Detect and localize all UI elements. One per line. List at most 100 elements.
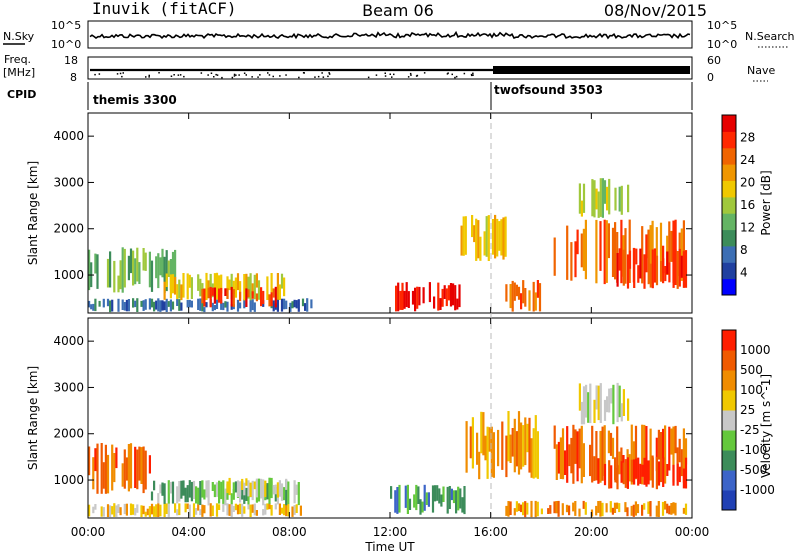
data-cell xyxy=(96,254,99,289)
data-cell xyxy=(167,301,170,307)
data-cell xyxy=(195,508,198,515)
data-cell xyxy=(215,272,219,300)
data-cell xyxy=(92,506,95,514)
freq-dot xyxy=(200,72,203,74)
data-cell xyxy=(608,388,611,413)
data-cell xyxy=(530,438,533,478)
freq-dot xyxy=(302,72,305,74)
data-cell xyxy=(664,425,667,484)
y-tick-label: 2000 xyxy=(53,222,84,236)
data-cell xyxy=(405,282,408,307)
data-cell xyxy=(580,425,583,484)
data-cell xyxy=(163,483,166,504)
data-cell xyxy=(627,398,630,421)
freq-label-2: [MHz] xyxy=(3,66,35,79)
data-cell xyxy=(576,431,579,482)
x-tick-label: 00:00 xyxy=(675,525,710,539)
data-cell xyxy=(159,484,162,494)
data-cell xyxy=(247,276,250,299)
freq-dot xyxy=(471,74,473,77)
freq-dot xyxy=(367,76,370,79)
data-cell xyxy=(201,504,204,517)
data-cell xyxy=(469,426,472,459)
data-cell xyxy=(291,506,294,517)
data-cell xyxy=(584,502,587,515)
data-cell xyxy=(136,247,139,282)
data-cell xyxy=(297,299,300,312)
data-cell xyxy=(251,283,254,296)
data-cell xyxy=(483,231,486,256)
data-cell xyxy=(570,437,573,474)
colorbar-tick-label: 8 xyxy=(740,243,748,257)
freq-dot xyxy=(158,72,160,74)
data-cell xyxy=(88,446,91,476)
data-cell xyxy=(119,507,122,516)
data-cell xyxy=(111,444,114,491)
data-cell xyxy=(413,494,416,508)
data-cell xyxy=(186,300,189,308)
data-cell xyxy=(142,248,145,271)
data-cell xyxy=(532,281,535,312)
data-cell xyxy=(106,298,110,307)
data-cell xyxy=(605,220,608,283)
data-cell xyxy=(614,222,617,280)
data-cell xyxy=(293,480,296,504)
freq-dot xyxy=(407,76,410,78)
data-cell xyxy=(614,467,617,483)
nave-tick-bottom: 0 xyxy=(707,71,714,84)
data-cell xyxy=(148,251,151,288)
data-cell xyxy=(653,248,656,283)
data-cell xyxy=(397,282,400,312)
freq-dot xyxy=(98,73,101,75)
data-cell xyxy=(184,487,187,503)
data-cell xyxy=(618,248,621,271)
data-cell xyxy=(553,425,556,449)
data-cell xyxy=(232,482,235,493)
data-cell xyxy=(634,501,637,516)
data-cell xyxy=(407,291,410,308)
power-colorbar: 28 24 20 16 12 8 4 xyxy=(721,114,755,296)
data-cell xyxy=(260,287,263,307)
data-cell xyxy=(247,491,250,505)
data-cell xyxy=(262,479,265,498)
data-cell xyxy=(682,251,685,288)
data-cell xyxy=(127,444,130,492)
data-cell xyxy=(582,500,585,509)
data-cell xyxy=(643,424,646,467)
data-cell xyxy=(142,505,145,515)
velocity-cbar-label: Velocity [m s^-1] xyxy=(759,374,773,478)
freq-dots xyxy=(94,72,474,79)
data-cell xyxy=(209,503,212,517)
data-cell xyxy=(447,285,450,301)
velocity-panel: 1000 2000 3000 4000 Slant Range [km] 1000 50… xyxy=(26,317,775,519)
data-cell xyxy=(515,284,518,297)
data-cell xyxy=(620,447,623,474)
x-axis-label: Time UT xyxy=(364,540,415,554)
data-cell xyxy=(664,501,667,510)
data-cell xyxy=(674,249,677,285)
data-cell xyxy=(182,273,185,298)
data-cell xyxy=(171,251,175,289)
data-cell xyxy=(455,490,458,514)
data-cell xyxy=(178,279,181,299)
data-cell xyxy=(480,411,483,454)
velocity-colorbar: 1000 500 100 25 -25 -100 -500 -1000 xyxy=(721,329,775,511)
data-cell xyxy=(603,399,607,421)
colorbar-swatch xyxy=(722,390,736,411)
data-cell xyxy=(626,254,630,289)
data-cell xyxy=(228,504,231,516)
data-cell xyxy=(203,505,206,514)
data-cell xyxy=(507,411,510,462)
data-cell xyxy=(104,444,107,494)
data-cell xyxy=(633,248,636,288)
data-cell xyxy=(205,272,208,300)
y-tick-label: 3000 xyxy=(53,380,84,394)
noise-left-tick-top: 10^5 xyxy=(51,19,81,32)
data-cell xyxy=(163,281,166,300)
freq-dot xyxy=(472,72,474,75)
data-cell xyxy=(608,178,611,215)
data-cell xyxy=(526,502,529,515)
data-cell xyxy=(222,480,225,504)
data-cell xyxy=(676,463,679,486)
data-cell xyxy=(171,481,175,504)
